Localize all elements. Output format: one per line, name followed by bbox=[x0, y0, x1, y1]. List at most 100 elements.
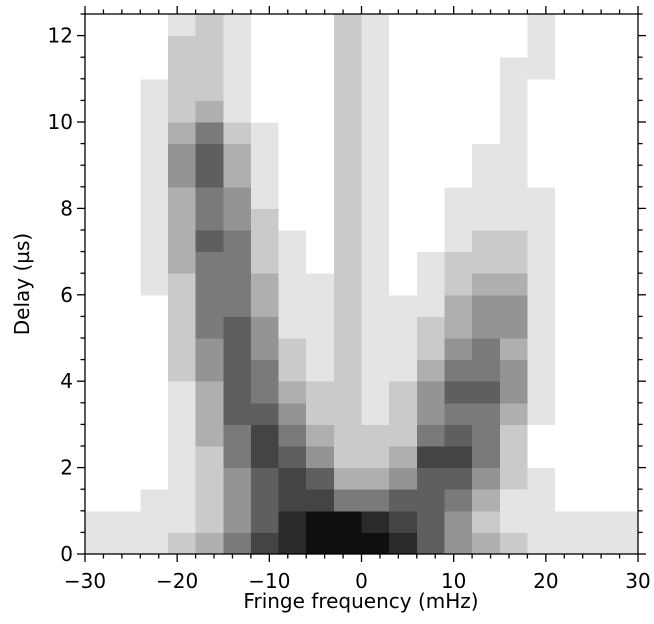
heatmap-cell bbox=[278, 467, 307, 490]
x-tick-label: −10 bbox=[248, 569, 290, 593]
heatmap-cell bbox=[416, 230, 445, 253]
heatmap-cell bbox=[167, 14, 197, 37]
heatmap-cell bbox=[389, 251, 418, 274]
heatmap-cell bbox=[140, 186, 169, 209]
heatmap-cell bbox=[416, 208, 445, 231]
heatmap-cell bbox=[112, 35, 141, 58]
heatmap-cell bbox=[333, 402, 362, 425]
heatmap-cell bbox=[167, 467, 197, 490]
heatmap-cell bbox=[610, 316, 639, 339]
heatmap-cell bbox=[416, 143, 445, 166]
heatmap-cell bbox=[278, 273, 307, 296]
heatmap-cell bbox=[499, 273, 528, 296]
heatmap-cell bbox=[112, 446, 141, 469]
heatmap-cell bbox=[582, 78, 611, 101]
heatmap-cell bbox=[610, 381, 639, 404]
heatmap-cell bbox=[416, 532, 445, 555]
heatmap-cell bbox=[444, 424, 473, 447]
heatmap-cell bbox=[223, 338, 252, 361]
heatmap-cell bbox=[444, 338, 473, 361]
heatmap-cell bbox=[444, 381, 473, 404]
x-tick-label: −20 bbox=[156, 569, 198, 593]
heatmap-cell bbox=[555, 165, 584, 188]
heatmap-cell bbox=[333, 424, 362, 447]
heatmap-cell bbox=[306, 251, 335, 274]
heatmap-cell bbox=[112, 57, 141, 80]
heatmap-cell bbox=[444, 446, 473, 469]
heatmap-cell bbox=[278, 294, 307, 317]
heatmap-cell bbox=[223, 186, 252, 209]
heatmap-cell bbox=[140, 359, 169, 382]
heatmap-cell bbox=[444, 78, 473, 101]
heatmap-cell bbox=[195, 57, 224, 80]
heatmap-cell bbox=[361, 294, 390, 317]
y-axis-label: Delay (µs) bbox=[10, 233, 34, 335]
heatmap-cell bbox=[472, 14, 501, 37]
heatmap-cell bbox=[499, 78, 528, 101]
heatmap-cell bbox=[195, 122, 224, 145]
heatmap-cell bbox=[582, 100, 611, 123]
heatmap-cell bbox=[140, 122, 169, 145]
heatmap-cell bbox=[333, 273, 362, 296]
heatmap-cell bbox=[389, 338, 418, 361]
heatmap-cell bbox=[85, 273, 114, 296]
heatmap-cell bbox=[85, 143, 114, 166]
heatmap-cell bbox=[444, 251, 473, 274]
heatmap-cell bbox=[223, 424, 252, 447]
heatmap-cell bbox=[389, 230, 418, 253]
heatmap-cell bbox=[223, 532, 252, 555]
heatmap-cell bbox=[527, 294, 556, 317]
heatmap-cell bbox=[527, 100, 556, 123]
heatmap-cell bbox=[195, 489, 224, 512]
heatmap-cell bbox=[610, 251, 639, 274]
heatmap-cell bbox=[195, 467, 224, 490]
heatmap-cell bbox=[250, 424, 280, 447]
heatmap-cell bbox=[472, 122, 501, 145]
heatmap-cell bbox=[112, 186, 141, 209]
heatmap-cell bbox=[527, 251, 556, 274]
heatmap-cell bbox=[472, 381, 501, 404]
heatmap-cell bbox=[582, 57, 611, 80]
heatmap-cell bbox=[85, 165, 114, 188]
heatmap-cell bbox=[499, 510, 528, 533]
heatmap-cell bbox=[555, 78, 584, 101]
heatmap-cell bbox=[195, 532, 224, 555]
heatmap-cell bbox=[278, 424, 307, 447]
y-tick-label: 4 bbox=[60, 369, 73, 393]
heatmap-cell bbox=[250, 251, 280, 274]
heatmap-cell bbox=[444, 273, 473, 296]
heatmap-cell bbox=[140, 35, 169, 58]
heatmap-cell bbox=[167, 402, 197, 425]
y-tick-label: 2 bbox=[60, 456, 73, 480]
heatmap-cell bbox=[389, 424, 418, 447]
heatmap-cell bbox=[472, 294, 501, 317]
heatmap-cell bbox=[278, 78, 307, 101]
heatmap-cell bbox=[112, 467, 141, 490]
heatmap-cell bbox=[223, 208, 252, 231]
heatmap-cell bbox=[85, 57, 114, 80]
heatmap-cell bbox=[582, 532, 611, 555]
heatmap-cell bbox=[582, 381, 611, 404]
heatmap-cell bbox=[610, 467, 639, 490]
heatmap-cell bbox=[167, 100, 197, 123]
heatmap-cell bbox=[167, 35, 197, 58]
heatmap-cell bbox=[112, 338, 141, 361]
heatmap-cell bbox=[444, 489, 473, 512]
heatmap-cell bbox=[610, 100, 639, 123]
heatmap-cell bbox=[472, 78, 501, 101]
heatmap-cell bbox=[610, 208, 639, 231]
heatmap-cell bbox=[140, 532, 169, 555]
heatmap-cell bbox=[389, 359, 418, 382]
heatmap-cell bbox=[195, 251, 224, 274]
heatmap-cell bbox=[223, 510, 252, 533]
heatmap-cell bbox=[167, 338, 197, 361]
heatmap-cell bbox=[223, 446, 252, 469]
heatmap-cell bbox=[167, 273, 197, 296]
heatmap-cell bbox=[140, 467, 169, 490]
heatmap-cell bbox=[499, 381, 528, 404]
heatmap-cell bbox=[610, 294, 639, 317]
heatmap-cell bbox=[582, 35, 611, 58]
heatmap-cell bbox=[389, 100, 418, 123]
heatmap-cell bbox=[306, 186, 335, 209]
heatmap-cell bbox=[499, 532, 528, 555]
